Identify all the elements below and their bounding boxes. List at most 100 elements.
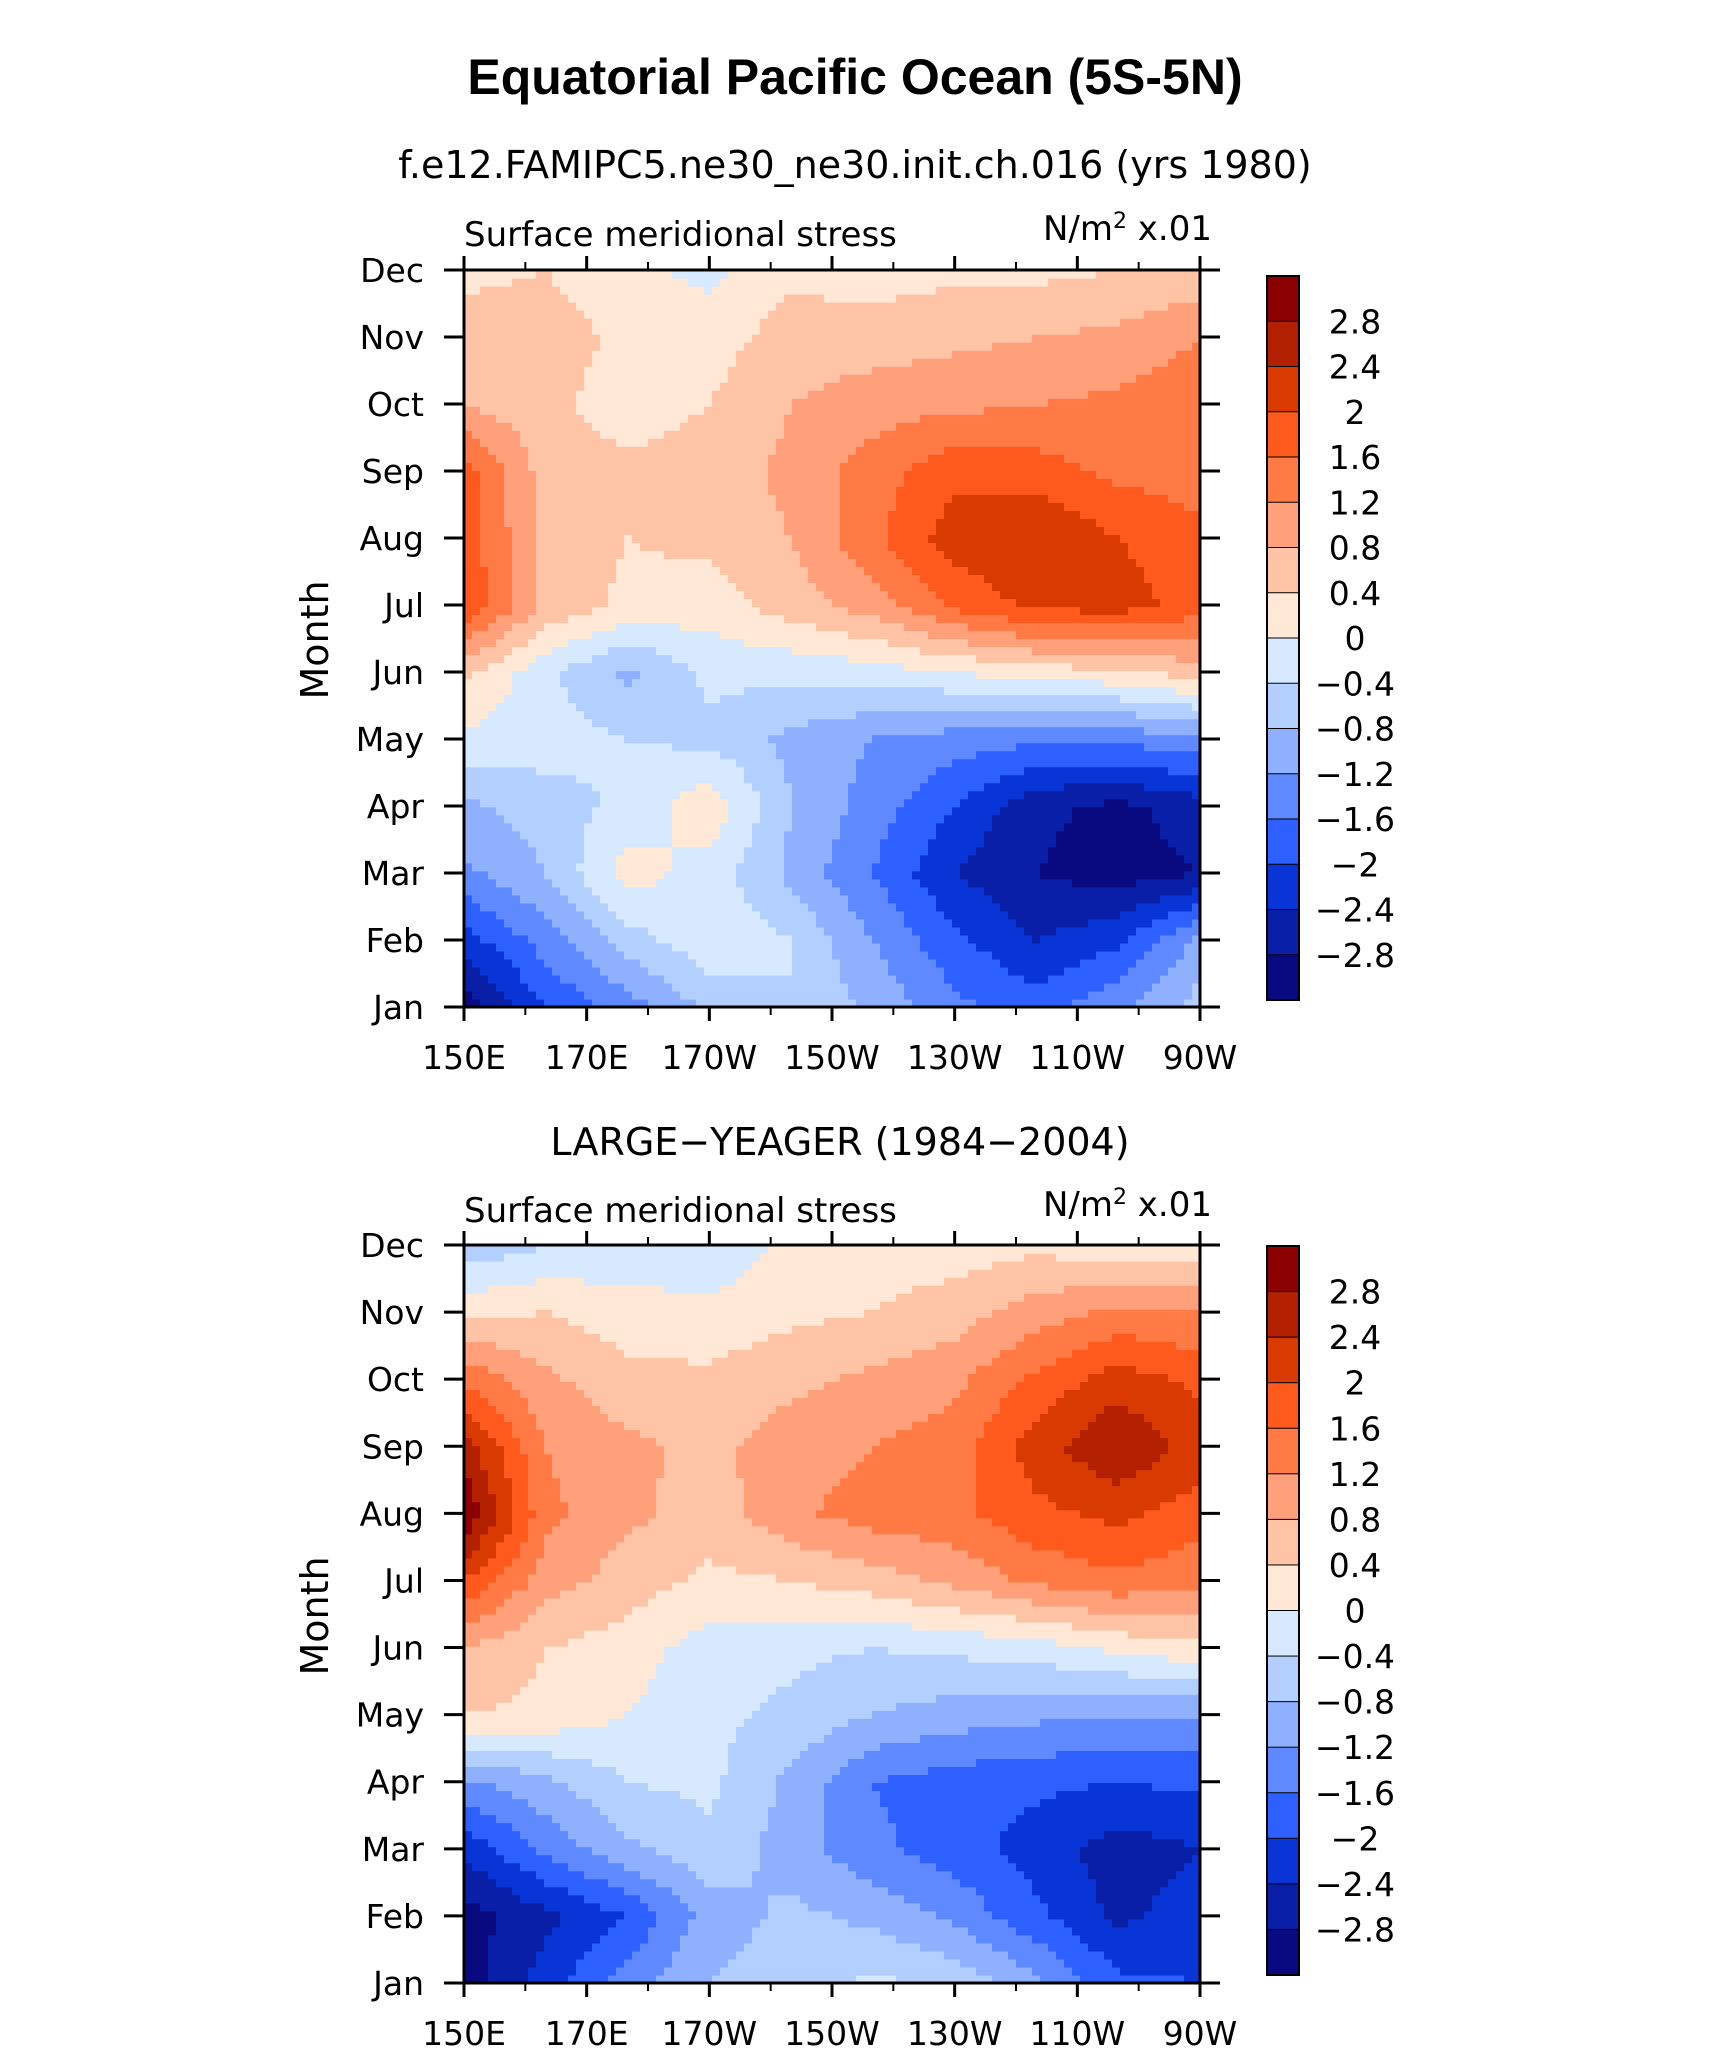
heatmap-cell xyxy=(960,710,969,720)
heatmap-cell xyxy=(680,766,689,776)
heatmap-cell xyxy=(576,934,585,944)
heatmap-cell xyxy=(1024,574,1033,584)
heatmap-cell xyxy=(728,718,737,728)
heatmap-cell xyxy=(1056,870,1065,880)
heatmap-cell xyxy=(824,918,833,928)
heatmap-cell xyxy=(944,878,953,888)
heatmap-cell xyxy=(1072,590,1081,600)
heatmap-cell xyxy=(672,766,681,776)
heatmap-cell xyxy=(536,734,545,744)
heatmap-cell xyxy=(592,670,601,680)
heatmap-cell xyxy=(680,998,689,1008)
heatmap-cell xyxy=(504,678,513,688)
heatmap-cell xyxy=(552,982,561,992)
heatmap-cell xyxy=(856,750,865,760)
heatmap-cell xyxy=(800,606,809,616)
heatmap-cell xyxy=(600,990,609,1000)
heatmap-cell xyxy=(936,606,945,616)
heatmap-cell xyxy=(592,910,601,920)
heatmap-cell xyxy=(976,958,985,968)
heatmap-cell xyxy=(568,622,577,632)
heatmap-cell xyxy=(1072,894,1081,904)
heatmap-cell xyxy=(856,646,865,656)
heatmap-cell xyxy=(1040,910,1049,920)
heatmap-cell xyxy=(1016,806,1025,816)
heatmap-cell xyxy=(576,998,585,1008)
heatmap-cell xyxy=(1048,830,1057,840)
heatmap-cell xyxy=(552,694,561,704)
heatmap-cell xyxy=(688,742,697,752)
heatmap-cell xyxy=(1056,926,1065,936)
heatmap-cell xyxy=(1056,750,1065,760)
heatmap-cell xyxy=(1008,878,1017,888)
heatmap-cell xyxy=(856,790,865,800)
heatmap-cell xyxy=(688,966,697,976)
heatmap-cell xyxy=(1144,886,1153,896)
heatmap-cell xyxy=(792,894,801,904)
heatmap-cell xyxy=(632,822,641,832)
panel-1-heatmap xyxy=(464,270,1201,1008)
heatmap-cell xyxy=(1016,654,1025,664)
heatmap-cell xyxy=(1000,598,1009,608)
heatmap-cell xyxy=(632,854,641,864)
heatmap-cell xyxy=(992,990,1001,1000)
heatmap-cell xyxy=(776,926,785,936)
heatmap-cell xyxy=(784,734,793,744)
heatmap-cell xyxy=(936,654,945,664)
heatmap-cell xyxy=(1032,798,1041,808)
heatmap-cell xyxy=(1128,974,1137,984)
heatmap-cell xyxy=(896,846,905,856)
heatmap-cell xyxy=(640,678,649,688)
heatmap-cell xyxy=(984,926,993,936)
heatmap-cell xyxy=(688,790,697,800)
heatmap-cell xyxy=(928,774,937,784)
heatmap-cell xyxy=(944,710,953,720)
heatmap-cell xyxy=(648,798,657,808)
heatmap-cell xyxy=(576,878,585,888)
heatmap-cell xyxy=(824,638,833,648)
heatmap-cell xyxy=(936,830,945,840)
heatmap-cell xyxy=(584,950,593,960)
heatmap-cell xyxy=(1184,918,1193,928)
heatmap-cell xyxy=(1192,846,1201,856)
heatmap-cell xyxy=(1032,982,1041,992)
heatmap-cell xyxy=(768,630,777,640)
heatmap-cell xyxy=(808,630,817,640)
heatmap-cell xyxy=(1056,798,1065,808)
heatmap-cell xyxy=(888,798,897,808)
heatmap-cell xyxy=(792,742,801,752)
heatmap-cell xyxy=(944,766,953,776)
heatmap-cell xyxy=(592,654,601,664)
heatmap-cell xyxy=(672,806,681,816)
heatmap-cell xyxy=(1192,742,1201,752)
heatmap-cell xyxy=(592,902,601,912)
heatmap-cell xyxy=(1008,758,1017,768)
heatmap-cell xyxy=(1040,742,1049,752)
heatmap-cell xyxy=(1008,750,1017,760)
heatmap-cell xyxy=(472,766,481,776)
heatmap-cell xyxy=(1040,662,1049,672)
heatmap-cell xyxy=(1160,670,1169,680)
heatmap-cell xyxy=(688,854,697,864)
heatmap-cell xyxy=(1128,750,1137,760)
heatmap-cell xyxy=(1008,590,1017,600)
heatmap-cell xyxy=(696,742,705,752)
heatmap-cell xyxy=(712,942,721,952)
heatmap-cell xyxy=(880,654,889,664)
heatmap-cell xyxy=(656,982,665,992)
heatmap-cell xyxy=(1176,934,1185,944)
heatmap-cell xyxy=(784,982,793,992)
heatmap-cell xyxy=(480,838,489,848)
heatmap-cell xyxy=(1168,990,1177,1000)
heatmap-cell xyxy=(520,966,529,976)
heatmap-cell xyxy=(784,774,793,784)
heatmap-cell xyxy=(1056,998,1065,1008)
heatmap-cell xyxy=(464,694,473,704)
heatmap-cell xyxy=(928,966,937,976)
heatmap-cell xyxy=(824,702,833,712)
heatmap-cell xyxy=(624,718,633,728)
heatmap-cell xyxy=(632,582,641,592)
heatmap-cell xyxy=(480,878,489,888)
heatmap-cell xyxy=(1016,878,1025,888)
heatmap-cell xyxy=(640,726,649,736)
